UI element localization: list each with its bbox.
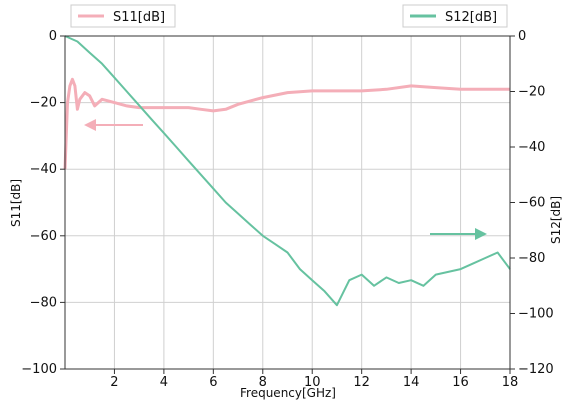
x-tick-label: 12 <box>353 375 370 390</box>
y-right-tick-label: −80 <box>518 251 545 266</box>
x-tick-label: 14 <box>403 375 420 390</box>
x-tick-label: 4 <box>160 375 168 390</box>
x-tick-label: 18 <box>502 375 519 390</box>
y-axis-right-label: S12[dB] <box>549 196 563 244</box>
x-tick-label: 10 <box>304 375 321 390</box>
y-right-tick-label: −40 <box>518 140 545 155</box>
y-left-tick-label: −40 <box>30 162 57 177</box>
series-line-s12 <box>64 35 511 307</box>
y-left-tick-label: −80 <box>30 295 57 310</box>
y-right-tick-label: −60 <box>518 196 545 211</box>
series-line-s11 <box>63 77 510 170</box>
arrow-left-annotation <box>84 119 143 131</box>
x-tick-label: 2 <box>110 375 118 390</box>
y-left-tick-label: −60 <box>30 229 57 244</box>
legend-s11: S11[dB] <box>70 4 176 28</box>
legend-s12-label: S12[dB] <box>445 10 497 25</box>
ticks: 2 4 6 8 10 12 14 16 18 0 −20 −40 −60 −80 −100 0 −20 −40 −6… <box>21 29 553 390</box>
legend-s11-box <box>70 4 176 28</box>
y-left-tick-label: 0 <box>49 29 57 44</box>
x-tick-label: 6 <box>209 375 217 390</box>
x-tick-label: 16 <box>452 375 469 390</box>
y-left-tick-label: −20 <box>30 96 57 111</box>
x-axis-label: Frequency[GHz] <box>240 386 336 400</box>
y-right-tick-label: 0 <box>518 29 526 44</box>
arrow-right-annotation <box>430 228 487 240</box>
legend-s12-box <box>402 4 508 28</box>
y-right-tick-label: −20 <box>518 85 545 100</box>
y-axis-left-label: S11[dB] <box>9 179 23 227</box>
legend-s12: S12[dB] <box>402 4 508 28</box>
x-tick-label: 8 <box>259 375 267 390</box>
y-right-tick-label: −100 <box>518 307 554 322</box>
legend-s11-label: S11[dB] <box>113 10 165 25</box>
y-left-tick-label: −100 <box>21 362 57 377</box>
plot-area <box>65 36 510 369</box>
series-layer <box>63 35 511 307</box>
y-right-tick-label: −120 <box>518 362 554 377</box>
